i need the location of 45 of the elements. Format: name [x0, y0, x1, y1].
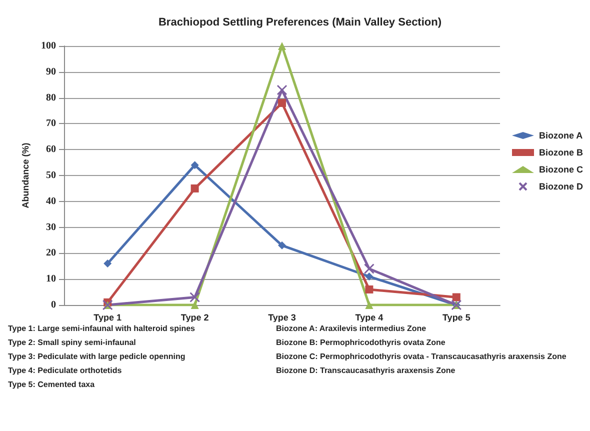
x-tick-label: Type 5	[442, 312, 470, 322]
y-tick-label: 20	[46, 248, 56, 259]
y-tick-label: 100	[41, 40, 56, 52]
text: Biozone A: Araxilevis intermedius Zone	[276, 324, 428, 333]
legend-label: Biozone B	[539, 148, 584, 158]
legend-label: Biozone D	[539, 182, 584, 192]
y-axis-title: Abundance (%)	[20, 142, 30, 208]
point	[276, 84, 288, 96]
x-tick-label: Type 4	[355, 312, 384, 322]
y-tick-label: 50	[46, 170, 56, 181]
point	[452, 293, 460, 302]
point	[365, 301, 374, 309]
point	[190, 184, 199, 192]
text: Type 4: Pediculate orthotetids	[8, 366, 123, 375]
point	[190, 292, 200, 302]
text: Biozone C: Permophricodothyris ovata - Transcaucasathyris araxensis Zone	[276, 352, 568, 361]
point	[365, 272, 374, 281]
text: Type 2: Small spiny semi-infaunal	[8, 338, 137, 347]
text: Type 1: Large semi-infaunal with halteroid spines	[8, 324, 196, 333]
x-tick-label: Type 3	[268, 312, 296, 322]
point	[278, 98, 286, 107]
y-tick-label: 60	[46, 144, 56, 156]
y-tick-label: 90	[46, 66, 56, 78]
text: Type 3: Pediculate with large pedicle openning	[8, 352, 186, 361]
point	[278, 42, 286, 50]
text: Biozone B: Permophricodothyris ovata Zone	[276, 338, 446, 347]
point	[364, 263, 374, 274]
point	[104, 260, 112, 268]
chart-title: Brachiopod Settling Preferences (Main Valley Section)	[158, 16, 442, 28]
point	[190, 301, 199, 309]
y-tick-label: 10	[46, 274, 56, 285]
point	[365, 285, 374, 294]
y-tick-label: 70	[46, 118, 56, 130]
point	[278, 241, 286, 250]
y-tick-label: 80	[46, 92, 56, 104]
x-tick-label: Type 2	[180, 312, 209, 322]
point	[190, 161, 199, 170]
y-tick-label: 40	[46, 196, 56, 207]
x-tick-label: Type 1	[94, 312, 122, 322]
y-tick-label: 0	[51, 300, 56, 310]
text: Biozone D: Transcaucasathyris araxensis Zone	[276, 366, 456, 375]
y-tick-label: 30	[46, 222, 56, 233]
legend-label: Biozone C	[539, 164, 584, 174]
legend-label: Biozone A	[539, 130, 584, 140]
text: Type 5: Cemented taxa	[8, 380, 96, 389]
